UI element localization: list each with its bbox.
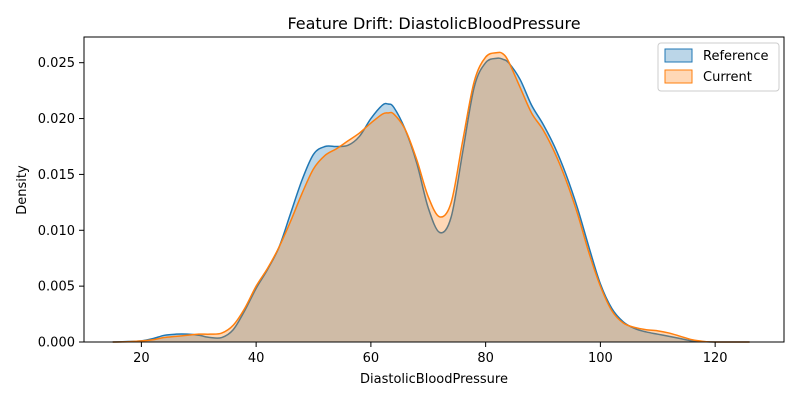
area-current <box>112 52 750 342</box>
legend-label-current: Current <box>703 70 752 85</box>
plot-frame <box>83 36 785 343</box>
legend-frame <box>657 42 780 92</box>
y-tick-label-2: 0.010 <box>38 224 75 239</box>
line-current <box>112 51 750 343</box>
y-axis-ticks: 0.000 0.005 0.010 0.015 0.020 0.025 <box>38 56 84 351</box>
y-tick-label-4: 0.020 <box>38 112 75 127</box>
legend: Reference Current <box>657 42 780 92</box>
x-tick-label-60: 60 <box>363 351 380 366</box>
y-axis-label: Density <box>15 165 30 215</box>
area-reference <box>112 58 750 343</box>
x-tick-label-100: 100 <box>588 351 613 366</box>
x-tick-label-40: 40 <box>248 351 265 366</box>
x-tick-label-80: 80 <box>477 351 494 366</box>
x-tick-label-120: 120 <box>703 351 728 366</box>
chart-title: Feature Drift: DiastolicBloodPressure <box>287 14 580 33</box>
x-tick-label-20: 20 <box>133 351 150 366</box>
x-axis-ticks: 20 40 60 80 100 120 <box>133 342 728 366</box>
y-tick-label-3: 0.015 <box>38 168 75 183</box>
series-layer <box>112 51 750 343</box>
x-axis-label: DiastolicBloodPressure <box>360 372 508 387</box>
legend-swatch-current <box>664 69 693 84</box>
y-tick-label-5: 0.025 <box>38 56 75 71</box>
y-tick-label-1: 0.005 <box>38 280 75 295</box>
legend-swatch-reference <box>664 48 693 63</box>
legend-label-reference: Reference <box>703 49 768 64</box>
y-tick-label-0: 0.000 <box>38 336 75 351</box>
